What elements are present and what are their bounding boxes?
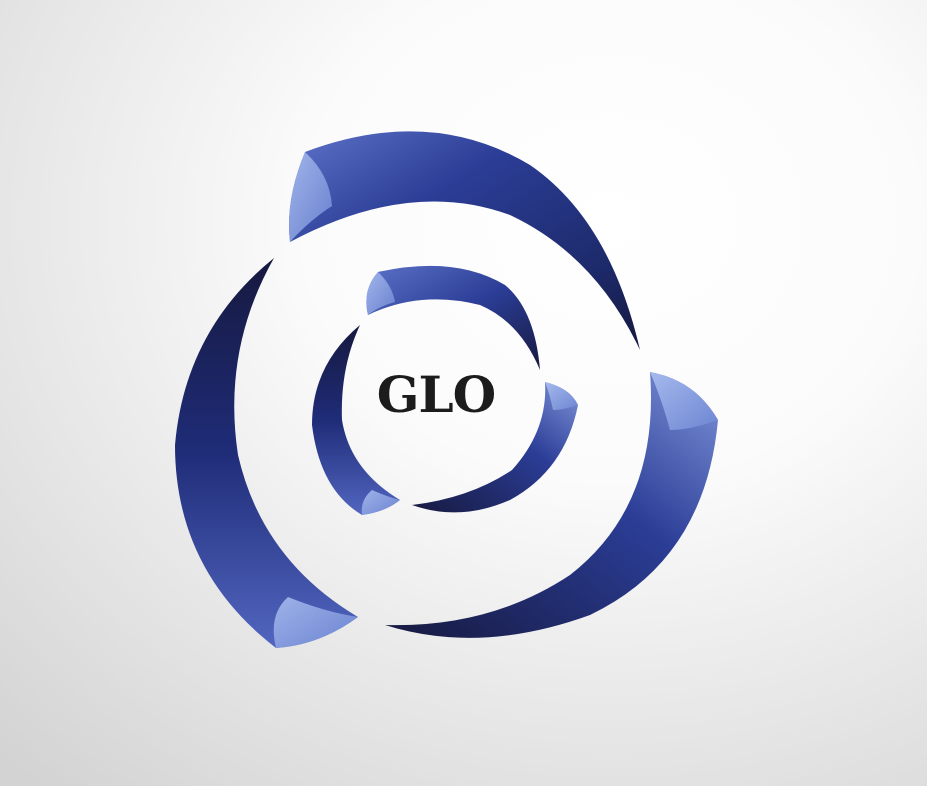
outer-arc-right-cap (650, 372, 718, 430)
inner-arc-left-cap (361, 490, 400, 515)
outer-arc-left (175, 258, 358, 648)
inner-arc-left (312, 325, 400, 515)
outer-arc-right (385, 372, 718, 638)
inner-arc-right (412, 382, 578, 513)
outer-arc-top-cap (289, 152, 332, 242)
outer-arc-left-cap (273, 597, 358, 648)
inner-arc-top (366, 265, 540, 370)
inner-arc-top-cap (366, 272, 395, 315)
inner-arc-right-cap (545, 382, 578, 410)
outer-arc-top (289, 131, 640, 350)
logo-wordmark: GLO (377, 365, 495, 424)
